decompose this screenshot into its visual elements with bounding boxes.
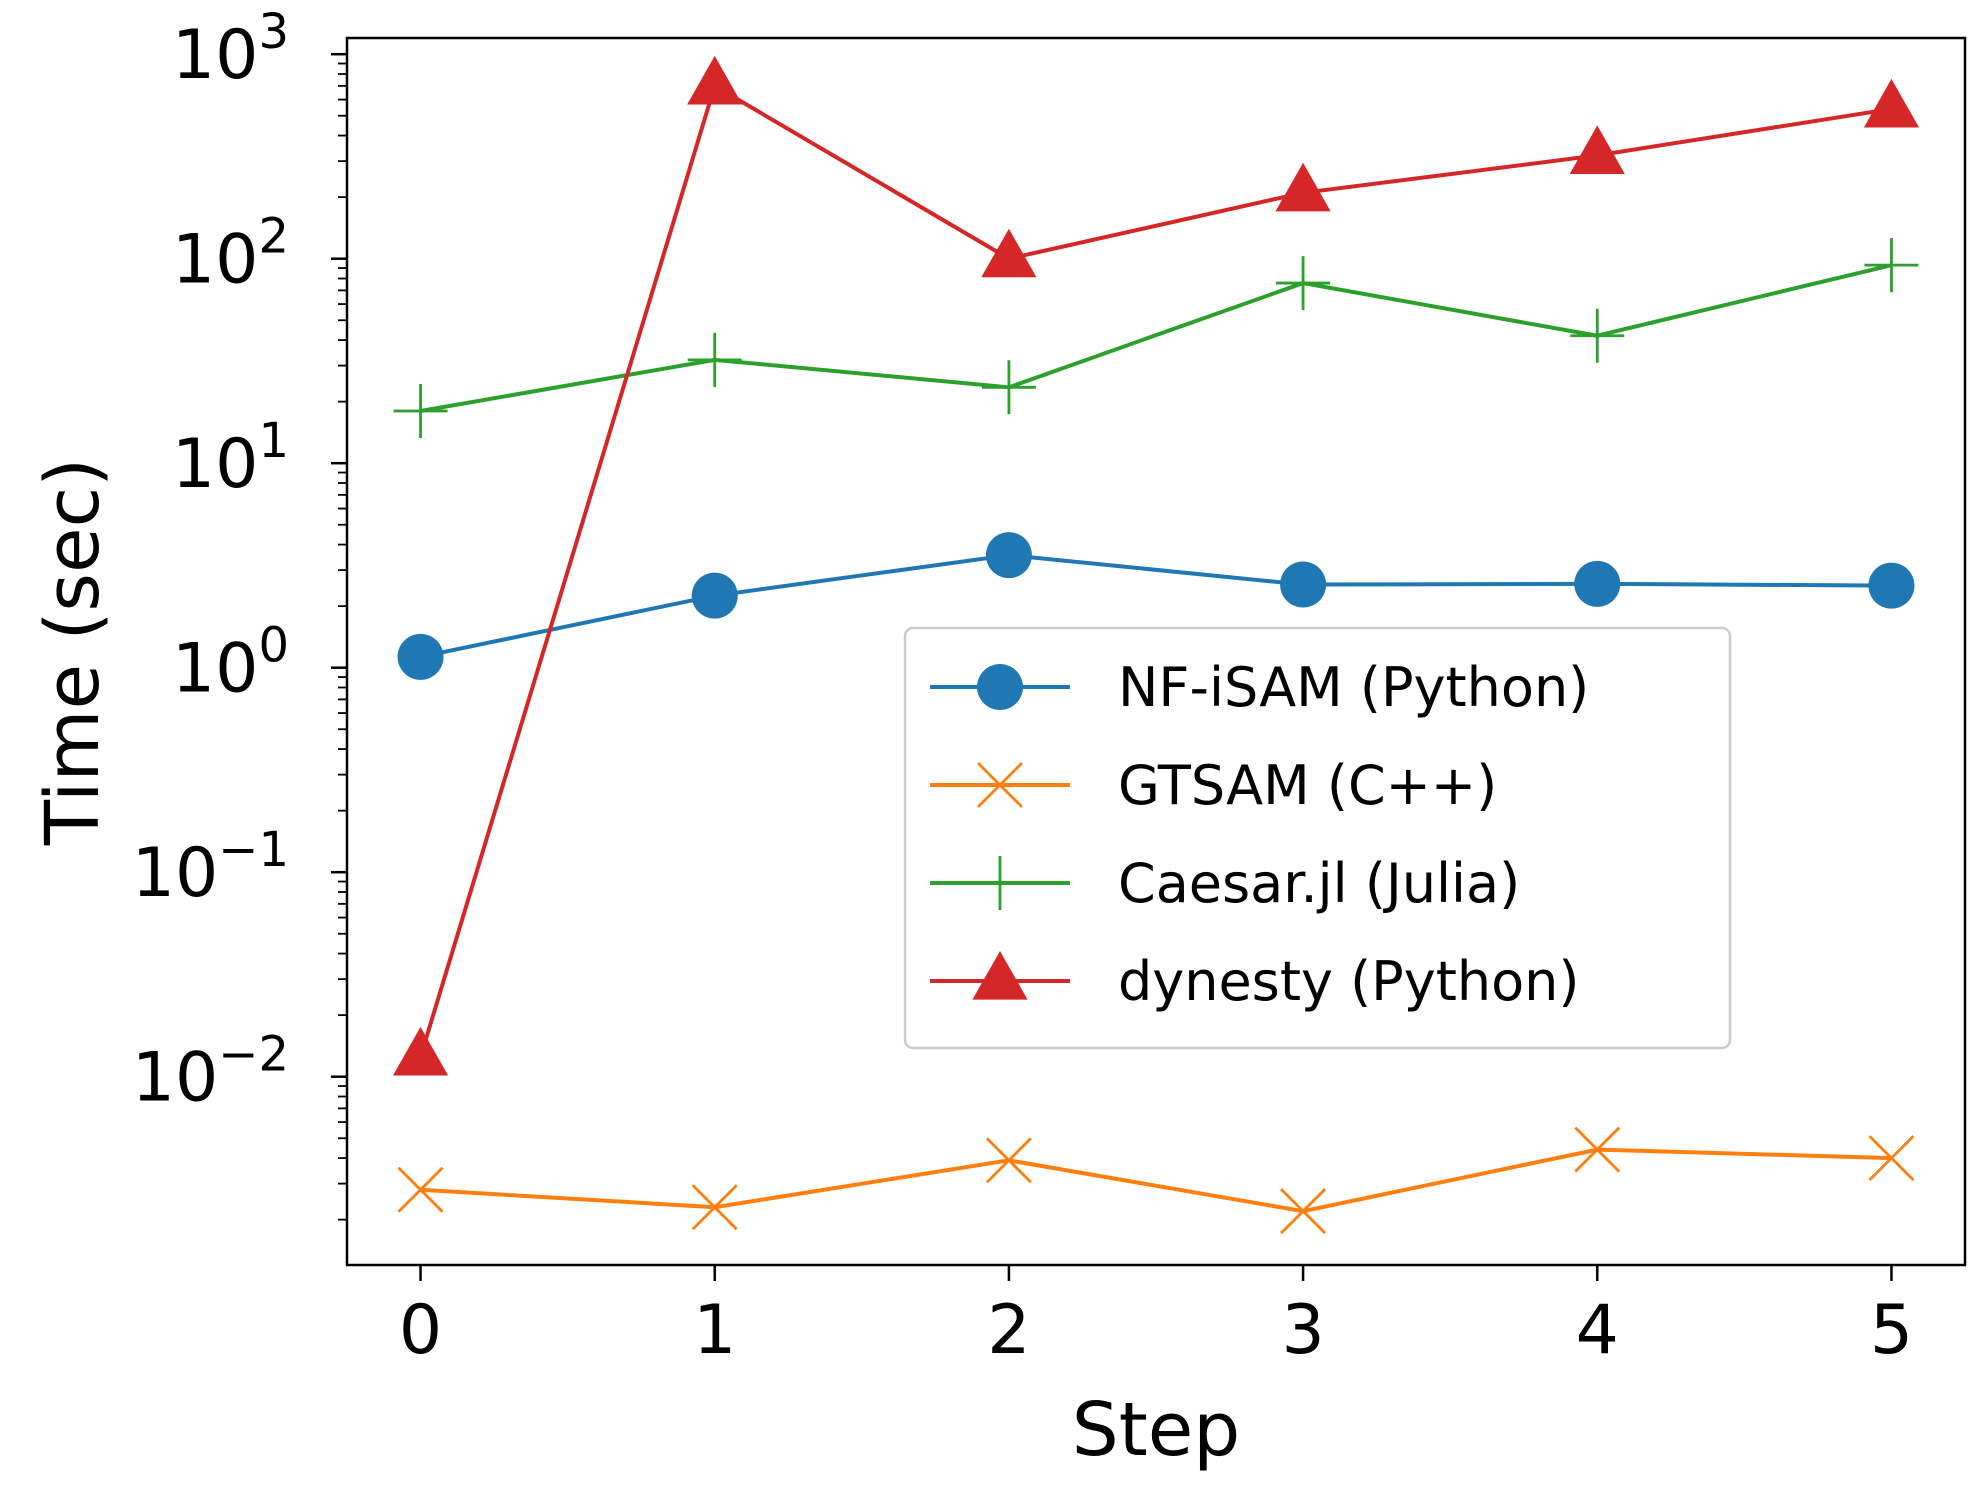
series-3 [392, 55, 1920, 1076]
x-tick-label: 2 [987, 1291, 1030, 1370]
y-tick-label: 101 [172, 413, 289, 504]
series-line [420, 1147, 1892, 1214]
y-tick-base: 10 [172, 16, 259, 95]
y-tick-label: 10−1 [132, 822, 289, 913]
data-point [1570, 308, 1625, 363]
y-tick-base: 10 [172, 630, 259, 709]
data-point [1574, 1126, 1621, 1173]
data-point [1569, 125, 1625, 174]
y-tick-label: 103 [172, 4, 289, 95]
data-point [397, 633, 444, 680]
y-tick-label: 10−2 [132, 1027, 289, 1118]
data-point [1276, 256, 1331, 311]
x-tick-label: 0 [399, 1291, 442, 1370]
y-tick-exponent: 1 [258, 413, 289, 469]
legend: NF-iSAM (Python) GTSAM (C++) Caesar.jl (Ju… [903, 626, 1732, 1050]
y-tick-exponent: −2 [218, 1027, 289, 1083]
series-group [392, 55, 1920, 1235]
data-point [687, 55, 743, 105]
legend-label: Caesar.jl (Julia) [1118, 852, 1520, 915]
data-point [1863, 78, 1920, 128]
y-tick-base: 10 [132, 1039, 219, 1118]
series-1 [397, 1126, 1915, 1235]
x-tick-label: 3 [1281, 1291, 1324, 1370]
series-line [420, 263, 1892, 413]
legend-marker [972, 951, 1028, 1000]
series-line [420, 553, 1892, 659]
plot-area-frame [345, 36, 1967, 1267]
data-point [393, 383, 448, 438]
y-axis-label: Time (sec) [30, 458, 116, 846]
y-tick-exponent: 3 [258, 4, 289, 60]
y-tick-exponent: 2 [258, 209, 289, 265]
x-tick-label: 4 [1576, 1291, 1619, 1370]
y-tick-exponent: −1 [218, 822, 289, 878]
y-tick-base: 10 [172, 221, 259, 300]
legend-item: NF-iSAM (Python) [930, 656, 1589, 719]
x-axis: 0 1 2 3 4 5 [399, 1265, 1913, 1370]
data-point [1280, 561, 1327, 608]
data-point [1275, 162, 1331, 212]
legend-item: GTSAM (C++) [930, 754, 1497, 817]
x-tick-label: 5 [1870, 1291, 1913, 1370]
data-point [985, 532, 1032, 579]
data-point [397, 1166, 444, 1213]
y-tick-base: 10 [132, 834, 219, 913]
series-line [418, 83, 1892, 1058]
data-point [981, 360, 1036, 415]
data-point [392, 1026, 449, 1076]
legend-label: GTSAM (C++) [1118, 754, 1497, 817]
data-point [691, 1184, 738, 1231]
legend-marker [977, 664, 1023, 710]
data-point [1868, 562, 1915, 609]
legend-label: NF-iSAM (Python) [1118, 656, 1589, 719]
legend-label: dynesty (Python) [1118, 950, 1579, 1013]
y-tick-base: 10 [172, 425, 259, 504]
data-point [687, 332, 742, 387]
data-point [1864, 238, 1919, 293]
y-minor-ticks [338, 62, 347, 1221]
x-axis-label: Step [1072, 1387, 1241, 1473]
data-point [1280, 1188, 1327, 1235]
data-point [691, 572, 738, 619]
data-point [1574, 560, 1621, 607]
y-tick-label: 100 [172, 618, 289, 709]
series-0 [397, 532, 1915, 680]
legend-marker [973, 856, 1027, 910]
legend-item: dynesty (Python) [930, 950, 1579, 1013]
y-tick-exponent: 0 [258, 618, 289, 674]
series-2 [393, 238, 1919, 438]
data-point [981, 228, 1037, 278]
x-tick-label: 1 [693, 1291, 736, 1370]
data-point [985, 1137, 1032, 1184]
legend-box [903, 626, 1732, 1050]
data-point [1868, 1135, 1915, 1182]
y-tick-label: 102 [172, 209, 289, 300]
legend-item: Caesar.jl (Julia) [930, 852, 1520, 915]
legend-marker [977, 762, 1023, 808]
